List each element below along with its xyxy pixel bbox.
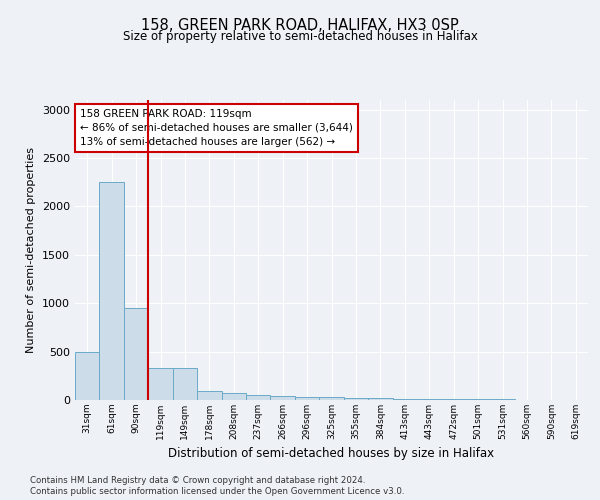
Bar: [173, 368, 197, 400]
Bar: [75, 352, 100, 400]
Bar: [344, 398, 368, 400]
Text: Contains public sector information licensed under the Open Government Licence v3: Contains public sector information licen…: [30, 488, 404, 496]
Bar: [392, 398, 417, 400]
Bar: [271, 396, 295, 400]
Bar: [124, 308, 148, 400]
Bar: [148, 368, 173, 400]
Bar: [221, 393, 246, 400]
Bar: [100, 182, 124, 400]
Bar: [417, 399, 442, 400]
Bar: [442, 399, 466, 400]
Bar: [246, 394, 271, 400]
Text: 158 GREEN PARK ROAD: 119sqm
← 86% of semi-detached houses are smaller (3,644)
13: 158 GREEN PARK ROAD: 119sqm ← 86% of sem…: [80, 109, 353, 147]
Bar: [319, 397, 344, 400]
Text: Contains HM Land Registry data © Crown copyright and database right 2024.: Contains HM Land Registry data © Crown c…: [30, 476, 365, 485]
X-axis label: Distribution of semi-detached houses by size in Halifax: Distribution of semi-detached houses by …: [169, 448, 494, 460]
Text: 158, GREEN PARK ROAD, HALIFAX, HX3 0SP: 158, GREEN PARK ROAD, HALIFAX, HX3 0SP: [141, 18, 459, 32]
Bar: [295, 396, 319, 400]
Bar: [368, 398, 392, 400]
Y-axis label: Number of semi-detached properties: Number of semi-detached properties: [26, 147, 37, 353]
Text: Size of property relative to semi-detached houses in Halifax: Size of property relative to semi-detach…: [122, 30, 478, 43]
Bar: [466, 399, 490, 400]
Bar: [197, 392, 221, 400]
